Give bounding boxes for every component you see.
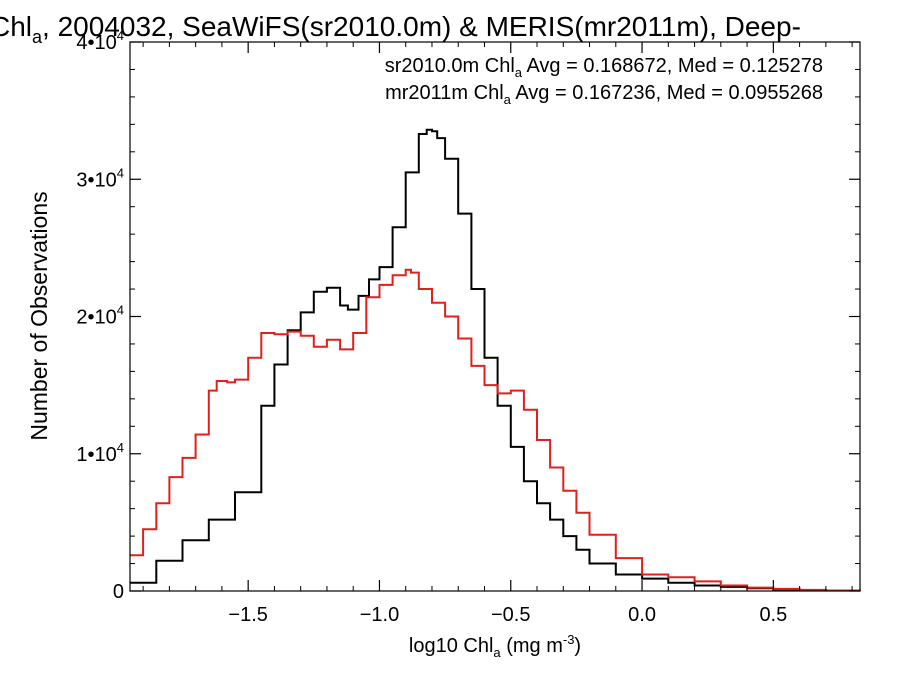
xlabel-prefix: log10 Chl: [409, 635, 494, 657]
x-tick-label: −0.5: [491, 604, 530, 626]
x-tick-label: −1.0: [360, 604, 399, 626]
legend-mr2011-rest: Avg = 0.167236, Med = 0.0955268: [511, 82, 823, 104]
x-tick-label: 0.5: [759, 604, 787, 626]
series-line-mr2011m: [130, 268, 861, 592]
y-tick-label: 2•104: [76, 303, 124, 329]
chart-title: Chla, 2004032, SeaWiFS(sr2010.0m) & MERI…: [0, 11, 801, 47]
title-rest: , 2004032, SeaWiFS(sr2010.0m) & MERIS(mr…: [42, 11, 801, 42]
y-tick-label: 3•104: [76, 165, 124, 191]
axis-layer: −1.5 −1.0 −0.5 0.0 0.5 0 1•104 2•104 3•104 4•104: [76, 28, 860, 626]
xlabel-superscript: -3: [563, 632, 575, 647]
title-subscript: a: [32, 27, 43, 47]
x-tick-label: −1.5: [228, 604, 267, 626]
xlabel-rest: (mg m: [501, 635, 563, 657]
xlabel-subscript: a: [493, 645, 501, 660]
series-line-sr2010.0m: [130, 128, 861, 592]
y-axis-label: Number of Observations: [26, 191, 52, 440]
y-tick-label: 0: [113, 581, 124, 603]
title-prefix: Chl: [0, 11, 32, 42]
series-layer: [130, 128, 861, 592]
y-tick-label: 1•104: [76, 440, 124, 466]
xlabel-close: ): [574, 635, 581, 657]
legend-entry-sr2010: sr2010.0m Chla Avg = 0.168672, Med = 0.1…: [385, 55, 823, 80]
legend-mr2011-sub: a: [504, 92, 512, 107]
plot-frame: [129, 41, 861, 592]
x-axis-label: log10 Chla (mg m-3): [409, 632, 581, 660]
x-tick-label: 0.0: [628, 604, 656, 626]
legend-mr2011-prefix: mr2011m Chl: [385, 82, 504, 104]
legend-sr2010-sub: a: [515, 65, 523, 80]
y-tick-label: 4•104: [76, 28, 124, 54]
legend-sr2010-prefix: sr2010.0m Chl: [385, 55, 515, 77]
legend-entry-mr2011: mr2011m Chla Avg = 0.167236, Med = 0.095…: [385, 82, 823, 107]
legend-sr2010-rest: Avg = 0.168672, Med = 0.125278: [522, 55, 823, 77]
